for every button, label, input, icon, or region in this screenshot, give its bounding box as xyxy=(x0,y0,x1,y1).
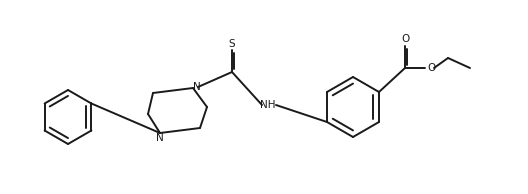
Text: S: S xyxy=(229,39,235,49)
Text: N: N xyxy=(156,133,164,143)
Text: O: O xyxy=(427,63,435,73)
Text: NH: NH xyxy=(260,100,276,110)
Text: N: N xyxy=(193,82,201,92)
Text: O: O xyxy=(401,34,409,44)
